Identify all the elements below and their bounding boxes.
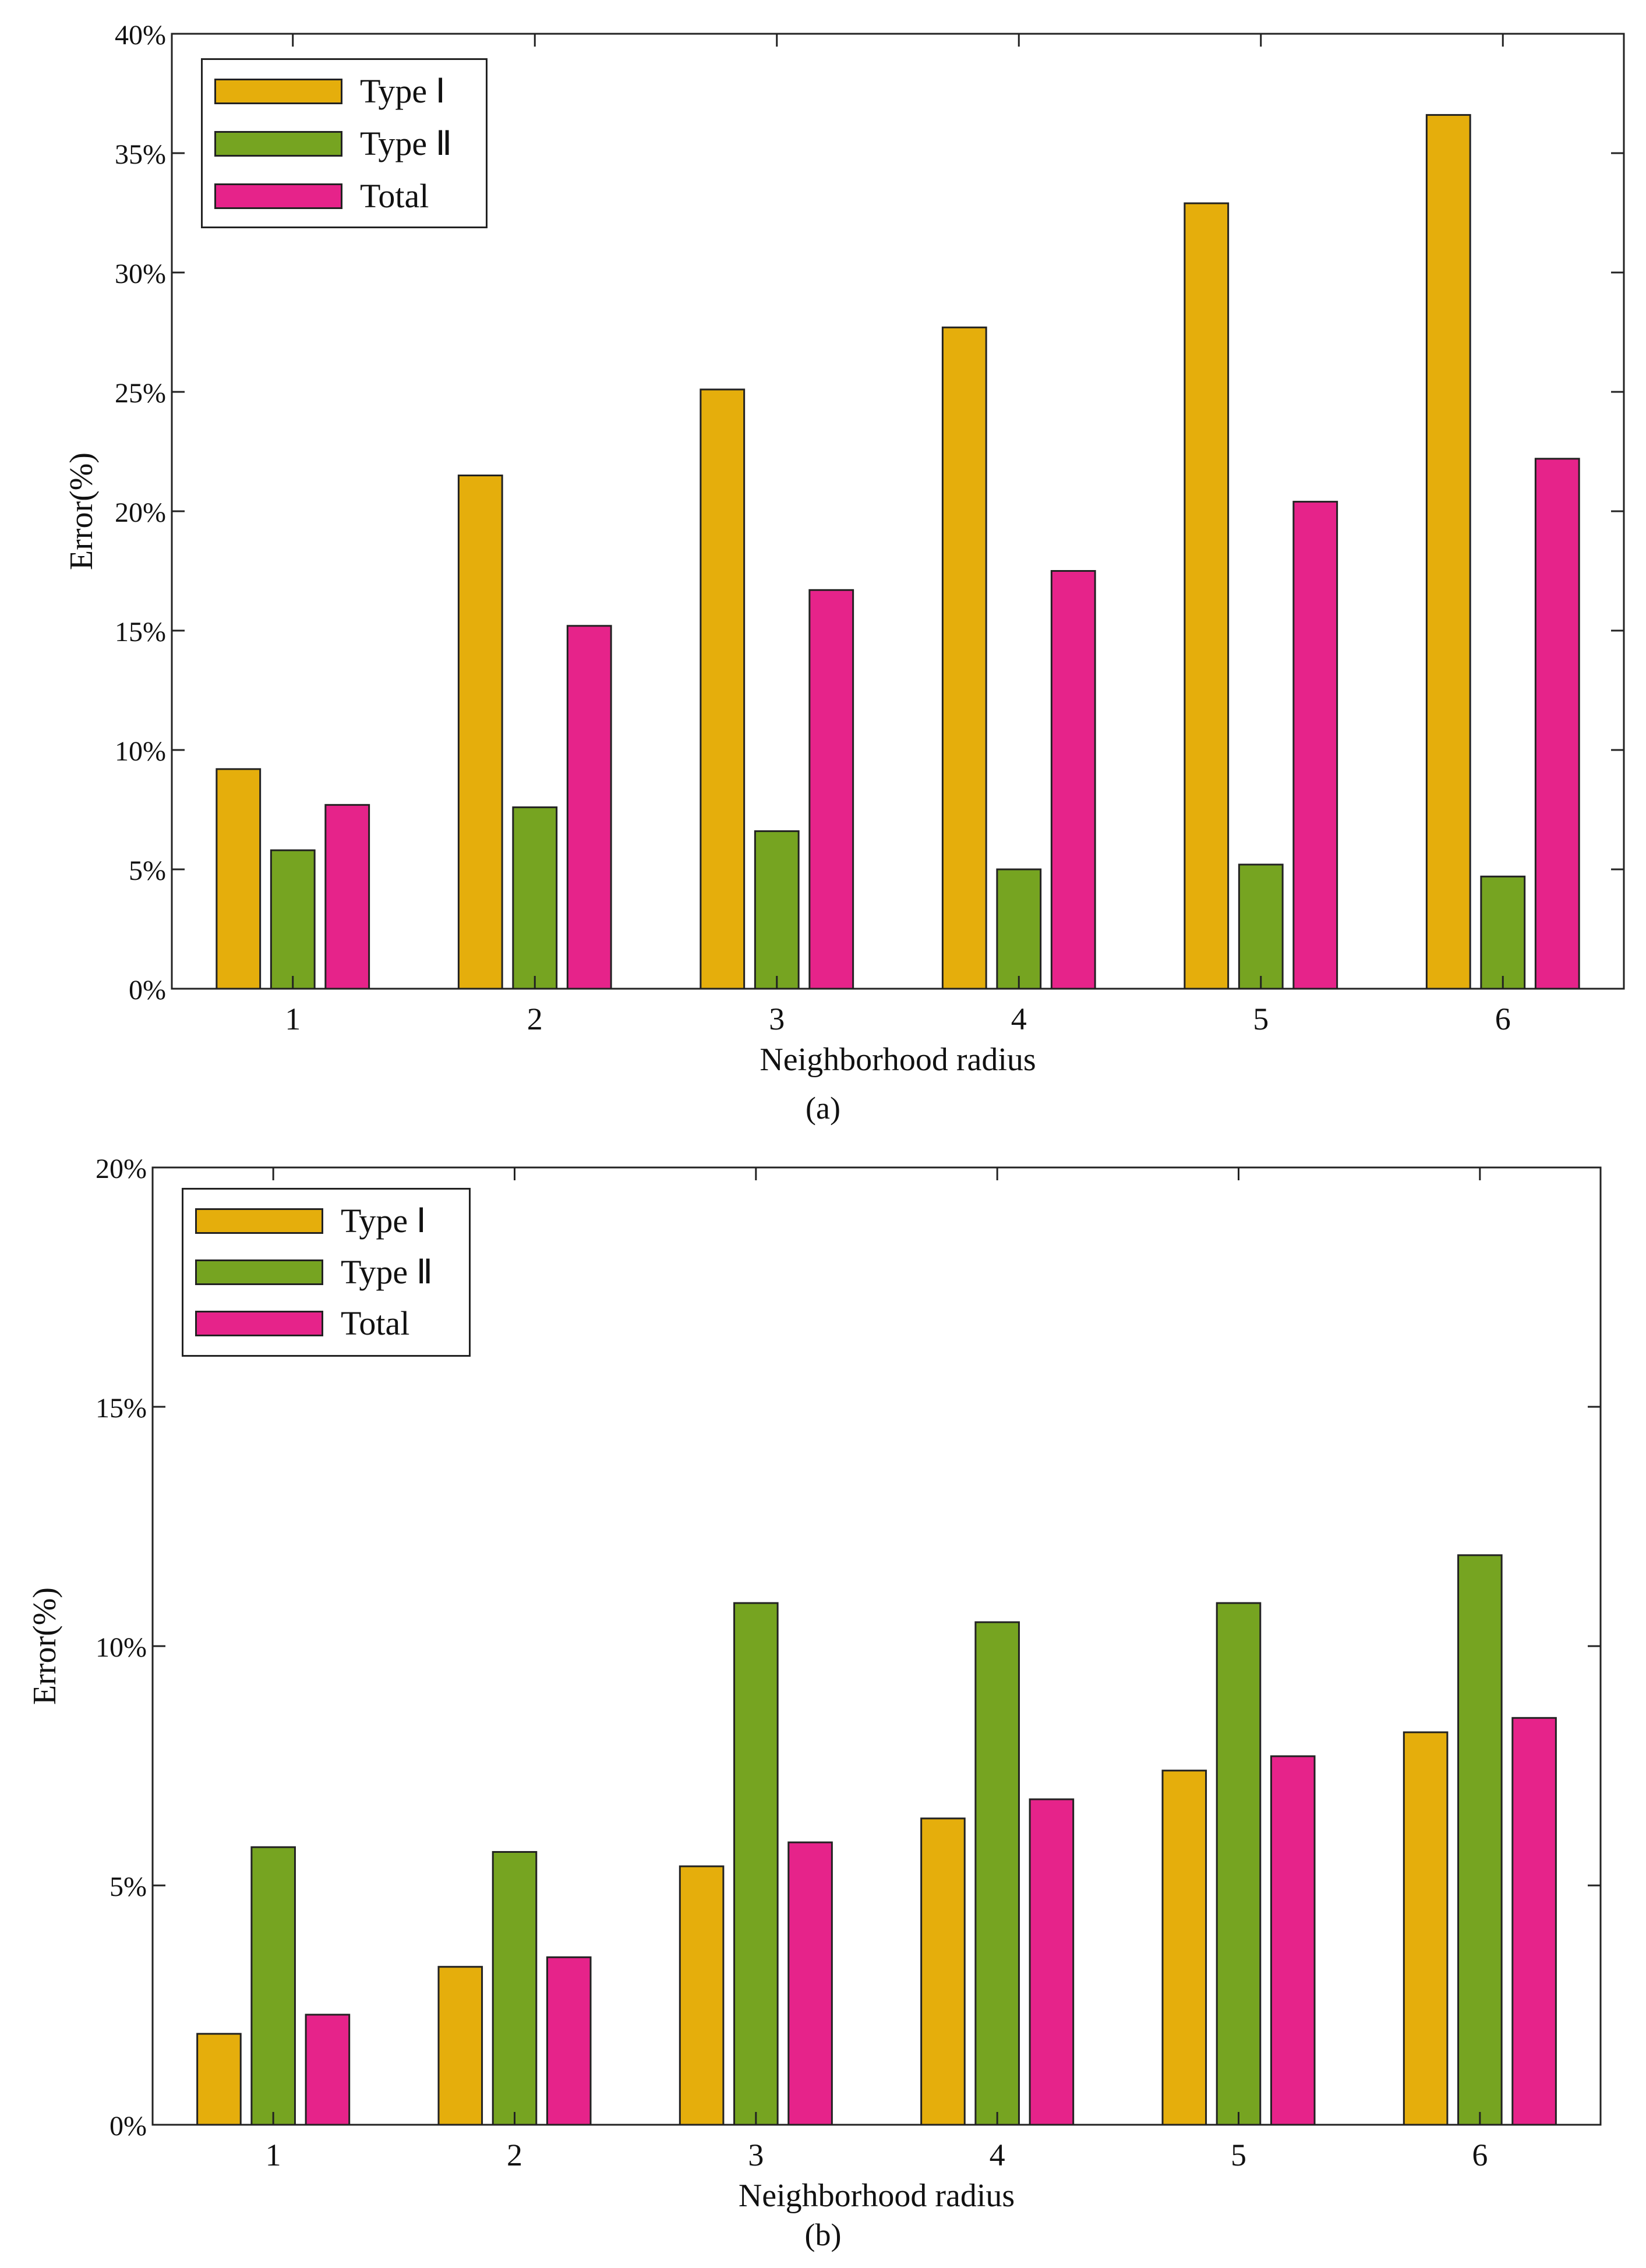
bar-type--1 <box>216 768 262 990</box>
x-tick-label: 6 <box>1495 1002 1511 1036</box>
x-tick-label: 1 <box>285 1002 301 1036</box>
bar-total-6 <box>1534 458 1580 990</box>
bar-type--5 <box>1184 202 1230 990</box>
bar-type--5 <box>1238 864 1284 990</box>
bar-type--2 <box>492 1851 538 2126</box>
caption-a: (a) <box>806 1091 840 1126</box>
legend-item-total: Total <box>214 177 482 215</box>
y-tick-label: 20% <box>96 1154 147 1184</box>
bar-total-4 <box>1029 1798 1075 2126</box>
bar-type--3 <box>733 1602 779 2126</box>
y-tick-label: 35% <box>115 139 166 170</box>
bar-type--2 <box>512 806 558 990</box>
chart-panel-a: 0% 5% 10% 15% 20% 25% 30% 35% 40% 1 2 3 4 5 6 Neighborh… <box>63 20 1625 1126</box>
legend-label-type1: Type Ⅰ <box>341 1202 426 1240</box>
bar-total-6 <box>1511 1717 1557 2126</box>
bar-total-5 <box>1270 1755 1316 2126</box>
bar-type--4 <box>941 326 987 990</box>
x-tick-label: 4 <box>1011 1002 1027 1036</box>
x-tick-label: 5 <box>1231 2138 1246 2173</box>
x-tick-label: 3 <box>748 2138 764 2173</box>
bar-type--1 <box>196 2033 242 2126</box>
y-tick-label: 15% <box>96 1393 147 1424</box>
bar-total-2 <box>566 625 612 990</box>
bar-total-3 <box>808 589 854 990</box>
bar-type--6 <box>1403 1731 1449 2126</box>
x-axis-label: Neighborhood radius <box>760 1042 1036 1078</box>
x-tick-label: 6 <box>1472 2138 1488 2173</box>
x-tick-label: 1 <box>266 2138 281 2173</box>
bar-total-4 <box>1050 570 1096 990</box>
x-axis-label: Neighborhood radius <box>739 2178 1015 2214</box>
y-tick-label: 25% <box>115 378 166 409</box>
legend-label-type2: Type Ⅱ <box>341 1253 433 1291</box>
y-tick-label: 5% <box>110 1871 147 1902</box>
legend-swatch-type1 <box>214 79 342 104</box>
legend-item-type2: Type Ⅱ <box>214 125 482 162</box>
bar-total-3 <box>787 1841 833 2126</box>
bar-type--1 <box>270 849 316 990</box>
bar-chart-b: 0% 5% 10% 15% 20% 1 2 3 4 5 6 Neighborhood radius Er… <box>27 1154 1602 2214</box>
y-axis-label: Error(%) <box>27 1587 63 1705</box>
bar-type--4 <box>996 868 1042 990</box>
chart-panel-b: 0% 5% 10% 15% 20% 1 2 3 4 5 6 Neighborhood radius Er… <box>0 1138 1646 2268</box>
bar-type--4 <box>920 1817 966 2126</box>
bar-total-1 <box>305 2014 351 2126</box>
caption-b: (b) <box>804 2217 842 2252</box>
legend-swatch-total <box>195 1311 323 1336</box>
y-tick-label: 20% <box>115 497 166 528</box>
x-tick-label: 5 <box>1253 1002 1269 1036</box>
bar-type--4 <box>974 1621 1020 2126</box>
y-tick-label: 30% <box>115 259 166 289</box>
legend-swatch-type2 <box>195 1259 323 1285</box>
bar-type--6 <box>1425 114 1471 990</box>
legend-label-type2: Type Ⅱ <box>360 125 453 162</box>
y-tick-label: 0% <box>129 975 166 1006</box>
legend-swatch-total <box>214 183 342 209</box>
legend-b: Type Ⅰ Type Ⅱ Total <box>182 1188 471 1357</box>
y-tick-label: 10% <box>96 1632 147 1663</box>
legend-a: Type Ⅰ Type Ⅱ Total <box>201 58 488 228</box>
x-tick-label: 2 <box>507 2138 522 2173</box>
bar-type--3 <box>700 388 746 990</box>
bar-type--6 <box>1480 875 1526 990</box>
bar-type--5 <box>1161 1770 1207 2126</box>
legend-label-total: Total <box>360 177 429 215</box>
bar-type--2 <box>457 475 503 990</box>
legend-swatch-type2 <box>214 131 342 157</box>
y-tick-label: 40% <box>115 20 166 51</box>
legend-item-type1: Type Ⅰ <box>195 1202 463 1240</box>
y-tick-label: 0% <box>110 2111 147 2142</box>
legend-item-total: Total <box>195 1307 463 1340</box>
bar-type--5 <box>1216 1602 1262 2126</box>
bar-type--3 <box>754 830 800 990</box>
x-tick-label: 2 <box>527 1002 543 1036</box>
y-tick-label: 15% <box>115 617 166 648</box>
y-tick-label: 5% <box>129 855 166 886</box>
legend-swatch-type1 <box>195 1208 323 1234</box>
bar-chart-a: 0% 5% 10% 15% 20% 25% 30% 35% 40% 1 2 3 4 5 6 Neighborh… <box>63 20 1625 1078</box>
legend-item-type2: Type Ⅱ <box>195 1253 463 1291</box>
bar-type--6 <box>1457 1554 1503 2126</box>
bar-total-5 <box>1292 501 1338 990</box>
legend-label-total: Total <box>341 1304 410 1342</box>
x-tick-label: 4 <box>990 2138 1005 2173</box>
bar-total-1 <box>324 804 370 990</box>
y-tick-label: 10% <box>115 736 166 767</box>
y-axis-label: Error(%) <box>63 452 100 570</box>
bar-type--1 <box>250 1846 296 2126</box>
bar-type--3 <box>679 1865 725 2126</box>
legend-label-type1: Type Ⅰ <box>360 72 446 110</box>
legend-item-type1: Type Ⅰ <box>214 75 482 108</box>
bar-total-2 <box>546 1956 592 2126</box>
x-tick-label: 3 <box>769 1002 785 1036</box>
bar-type--2 <box>437 1966 483 2126</box>
